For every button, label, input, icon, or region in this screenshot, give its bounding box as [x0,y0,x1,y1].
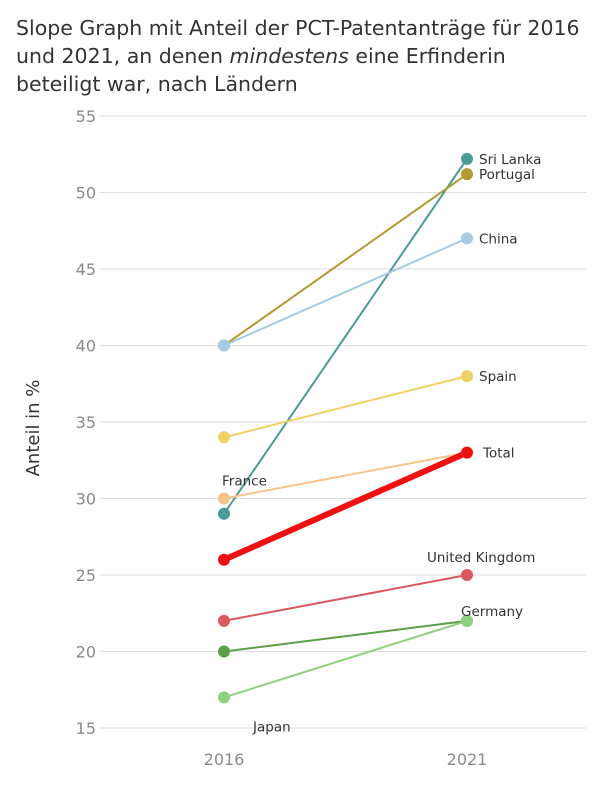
x-tick-labels: 2016 2021 [204,750,488,769]
x-tick-label: 2021 [447,750,488,769]
series-label: Spain [479,369,517,385]
point-sri-lanka-2021 [461,152,473,165]
x-tick-label: 2016 [204,750,245,769]
series-label: Germany [461,604,523,620]
series-points [218,152,473,704]
point-china-2021 [461,232,473,245]
point-total-2021 [461,446,473,459]
point-sri-lanka-2016 [218,507,230,520]
series-label: Total [482,446,515,462]
point-spain-2016 [218,431,230,444]
series-line-sri-lanka [223,157,468,515]
y-tick-label: 25 [76,566,96,585]
point-japan-2021 [461,614,473,627]
point-spain-2021 [461,370,473,383]
y-tick-label: 40 [76,337,96,356]
series-label: Sri Lanka [479,152,541,168]
y-tick-labels: 15 20 25 30 35 40 45 50 55 [76,107,96,738]
point-france-2016 [218,492,230,505]
series-line-portugal [223,173,468,347]
y-tick-label: 50 [76,184,96,203]
point-united-kingdom-2021 [461,569,473,581]
point-china-2016 [218,339,230,352]
point-total-2016 [218,553,230,566]
y-tick-label: 35 [76,413,96,432]
series-line-japan [223,619,468,699]
series-line-china [223,237,468,347]
series-label: France [222,474,267,490]
point-united-kingdom-2016 [218,614,230,627]
y-tick-label: 20 [76,643,96,662]
y-tick-label: 15 [76,719,96,738]
title-emphasis: mindestens [229,44,349,68]
point-germany-2016 [218,645,230,658]
series-line-germany [223,619,468,653]
series-line-france [223,451,468,500]
title-suffix: eine Erfinderin beteiligt war, nach Länd… [16,44,506,96]
point-portugal-2021 [461,168,473,181]
title-prefix: Slope Graph mit Anteil der PCT-Patentant… [16,16,580,68]
series-label: Portugal [479,167,535,183]
y-tick-label: 30 [76,490,96,509]
point-japan-2016 [218,691,230,704]
y-tick-label: 45 [76,260,96,279]
y-tick-label: 55 [76,107,96,126]
grid-lines [100,115,586,729]
series-line-united-kingdom [223,574,468,622]
series-label: United Kingdom [427,550,535,566]
series-lines [221,157,470,699]
y-axis-label: Anteil in % [23,380,44,477]
chart-title: Slope Graph mit Anteil der PCT-Patentant… [16,14,591,98]
series-label: Japan [252,719,291,735]
series-label: China [479,231,518,247]
series-line-spain [223,375,468,439]
series-line-total [221,449,470,563]
